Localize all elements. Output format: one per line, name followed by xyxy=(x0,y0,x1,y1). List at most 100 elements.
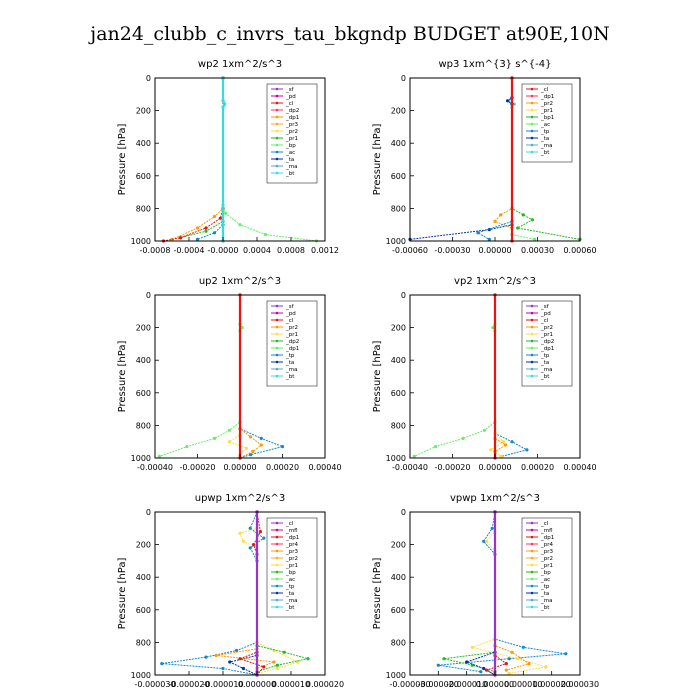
legend-label: _cl xyxy=(540,87,549,93)
legend-label: _ma xyxy=(540,143,552,149)
legend-marker xyxy=(275,87,279,91)
legend-marker xyxy=(530,528,534,532)
legend-marker xyxy=(530,332,534,336)
legend-label: _ma xyxy=(540,598,552,604)
legend: _cl_mfl_dp1_pr4_pr3_pr2_pr1_bp_ac_tp_ta_… xyxy=(521,517,573,618)
legend-label: _pr1 xyxy=(285,136,298,142)
legend-marker xyxy=(275,577,279,581)
legend-marker xyxy=(275,115,279,119)
x-tick-label: 0.000010 xyxy=(504,680,542,689)
legend-label: _ta xyxy=(540,360,549,366)
series-point xyxy=(258,530,262,534)
y-axis-label: Pressure [hPa] xyxy=(117,558,128,630)
series-point xyxy=(221,105,225,109)
legend-box xyxy=(266,300,318,387)
legend-label: _dp1 xyxy=(540,535,554,541)
series-point xyxy=(221,666,225,671)
y-tick-label: 400 xyxy=(391,356,406,365)
legend-marker xyxy=(275,563,279,567)
series-point xyxy=(157,454,161,458)
y-tick-label: 400 xyxy=(136,573,151,582)
series-point xyxy=(527,662,531,666)
y-tick-label: 1000 xyxy=(131,671,151,680)
x-tick-label: 0.000020 xyxy=(306,680,344,689)
series-point xyxy=(504,668,508,672)
series-point xyxy=(484,539,489,543)
x-tick-label: 0.0012 xyxy=(311,246,339,255)
y-tick-label: 200 xyxy=(391,324,406,333)
series-point xyxy=(465,660,469,664)
legend-marker xyxy=(275,570,279,574)
x-tick-label: -0.000030 xyxy=(389,680,430,689)
legend-marker xyxy=(275,521,279,525)
x-tick-label: -0.0008 xyxy=(140,246,171,255)
legend-label: _cl xyxy=(285,521,294,527)
legend-label: _cl xyxy=(285,101,294,107)
y-tick-label: 800 xyxy=(136,421,151,430)
legend-label: _bt xyxy=(540,150,550,156)
y-tick-label: 0 xyxy=(401,508,406,517)
series-point xyxy=(248,546,252,550)
legend-marker xyxy=(530,311,534,315)
plot-frame xyxy=(154,511,326,676)
legend-label: _ma xyxy=(285,164,297,170)
x-tick-label: 0.000000 xyxy=(238,680,276,689)
series-point xyxy=(195,226,200,230)
series-point xyxy=(251,449,255,454)
legend-marker xyxy=(275,129,279,133)
legend-label: _tp xyxy=(540,584,550,590)
series-point xyxy=(436,663,440,667)
legend-label: _dp2 xyxy=(285,108,299,114)
y-tick-label: 800 xyxy=(391,638,406,647)
legend-marker xyxy=(275,304,279,308)
legend: _sf_pd_cl_pr2_pr1_dp2_dp1_tp_ta_ma_bt xyxy=(521,300,573,387)
series-point xyxy=(533,237,537,241)
series-point xyxy=(272,660,276,664)
x-tick-label: -0.00030 xyxy=(435,246,471,255)
legend-marker xyxy=(530,318,534,322)
legend-marker xyxy=(530,325,534,329)
legend-label: _ta xyxy=(285,360,294,366)
panel-title: upwp 1xm^2/s^3 xyxy=(195,493,285,504)
legend-label: _ta xyxy=(285,591,294,597)
series-point xyxy=(442,657,446,661)
legend-label: _bp xyxy=(285,570,296,576)
legend-label: _ac xyxy=(540,577,550,583)
legend-marker xyxy=(530,346,534,350)
legend-label: _dp1 xyxy=(285,115,299,121)
legend-marker xyxy=(530,136,534,140)
legend-marker xyxy=(530,367,534,371)
legend-label: _pd xyxy=(285,94,296,100)
series-point xyxy=(238,223,242,227)
legend-marker xyxy=(275,318,279,322)
legend-marker xyxy=(530,108,534,112)
x-tick-label: -0.00040 xyxy=(137,463,173,472)
x-tick-label: -0.00060 xyxy=(392,246,428,255)
y-axis-label: Pressure [hPa] xyxy=(372,124,383,196)
legend-box xyxy=(521,300,573,387)
legend-marker xyxy=(530,374,534,378)
legend-marker xyxy=(530,598,534,602)
y-tick-label: 1000 xyxy=(386,237,406,246)
series-point xyxy=(490,526,494,530)
series-line xyxy=(221,78,226,241)
series-point xyxy=(512,102,516,106)
legend: _cl_mfl_dp1_pr4_pr3_pr2_pr1_bp_ac_tp_ta_… xyxy=(266,517,318,618)
series-point xyxy=(476,231,480,235)
legend-label: _pr1 xyxy=(540,332,553,338)
panel-4: vp2 1xm^2/s^3 Pressure [hPa] _sf_pd_cl_pr2… xyxy=(372,276,597,472)
series-point xyxy=(259,436,263,440)
legend-marker xyxy=(275,108,279,112)
series-point xyxy=(306,657,310,661)
series-point xyxy=(252,543,256,547)
series-point xyxy=(259,443,263,447)
series-point xyxy=(262,665,266,669)
series-point xyxy=(487,237,491,241)
y-tick-label: 0 xyxy=(401,291,406,300)
legend-marker xyxy=(275,353,279,357)
legend-marker xyxy=(275,157,279,161)
legend-label: _dp2 xyxy=(540,339,554,345)
y-tick-label: 800 xyxy=(391,204,406,213)
x-tick-label: 0.00000 xyxy=(223,463,256,472)
